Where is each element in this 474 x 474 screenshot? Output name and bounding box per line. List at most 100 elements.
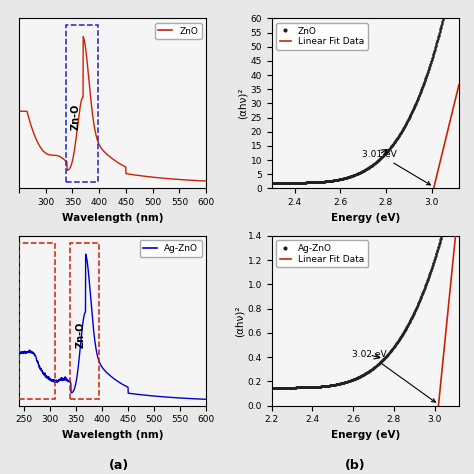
Point — [374, 360, 382, 368]
Point — [274, 384, 282, 392]
Point — [342, 174, 350, 182]
Point — [282, 384, 289, 392]
Point — [275, 384, 283, 392]
Point — [354, 170, 362, 177]
Point — [272, 179, 280, 186]
Point — [306, 179, 314, 186]
Point — [285, 384, 292, 392]
Text: Zn-O: Zn-O — [71, 104, 81, 130]
Point — [316, 383, 323, 391]
Point — [369, 161, 377, 168]
Point — [306, 179, 313, 186]
Point — [367, 366, 374, 374]
Point — [444, 0, 451, 4]
Point — [337, 175, 344, 183]
Point — [323, 177, 331, 185]
Point — [341, 174, 349, 182]
Point — [271, 179, 279, 186]
Point — [337, 380, 344, 387]
Point — [346, 173, 354, 180]
Point — [410, 309, 418, 317]
Point — [376, 155, 384, 162]
Point — [330, 177, 337, 184]
Point — [275, 179, 283, 186]
Point — [347, 376, 355, 384]
Point — [417, 87, 425, 94]
Point — [323, 177, 330, 185]
Point — [297, 179, 304, 186]
Point — [422, 74, 429, 82]
Point — [337, 380, 344, 387]
Point — [378, 357, 386, 365]
Point — [309, 383, 317, 391]
Point — [358, 372, 366, 379]
Point — [327, 177, 334, 185]
Point — [321, 178, 329, 185]
Point — [373, 158, 380, 165]
Point — [395, 336, 402, 344]
Point — [316, 178, 323, 186]
Point — [320, 178, 328, 185]
Point — [310, 179, 317, 186]
Point — [435, 240, 443, 248]
Point — [390, 139, 398, 147]
Point — [337, 175, 345, 183]
Point — [383, 149, 390, 156]
Point — [274, 384, 282, 392]
Point — [320, 178, 328, 185]
Point — [327, 177, 335, 184]
Point — [334, 176, 342, 183]
Point — [437, 237, 444, 244]
Point — [268, 384, 276, 392]
Point — [416, 296, 423, 304]
Point — [340, 379, 347, 386]
Point — [288, 384, 296, 392]
Point — [340, 379, 348, 386]
Point — [335, 176, 343, 183]
Point — [403, 118, 410, 126]
Point — [350, 375, 358, 383]
Point — [303, 179, 311, 186]
Point — [287, 384, 295, 392]
Point — [407, 110, 415, 118]
Point — [392, 341, 399, 349]
Point — [386, 348, 393, 356]
Point — [292, 384, 299, 392]
Point — [337, 380, 345, 387]
Point — [294, 179, 302, 186]
Point — [432, 43, 439, 50]
Point — [278, 179, 285, 186]
Point — [329, 381, 337, 389]
Point — [447, 199, 454, 206]
Point — [366, 367, 374, 374]
Point — [276, 384, 283, 392]
Point — [310, 178, 318, 186]
Point — [323, 382, 331, 390]
Point — [357, 168, 365, 176]
Point — [352, 374, 360, 382]
Point — [346, 173, 354, 180]
Point — [359, 371, 366, 379]
Point — [305, 179, 313, 186]
Point — [394, 337, 402, 345]
Point — [442, 218, 449, 225]
Point — [432, 41, 440, 49]
Point — [281, 179, 289, 186]
Point — [337, 380, 345, 387]
Point — [359, 371, 367, 379]
Point — [316, 178, 324, 186]
Point — [347, 173, 355, 180]
Point — [348, 376, 356, 384]
Point — [314, 178, 321, 186]
Point — [391, 138, 398, 146]
Point — [390, 139, 397, 147]
Point — [380, 355, 387, 363]
Point — [282, 179, 289, 186]
Point — [302, 383, 310, 391]
Point — [385, 350, 392, 357]
Point — [391, 343, 398, 350]
Point — [344, 378, 351, 385]
Point — [329, 177, 337, 184]
Point — [392, 136, 400, 144]
Point — [356, 169, 363, 177]
